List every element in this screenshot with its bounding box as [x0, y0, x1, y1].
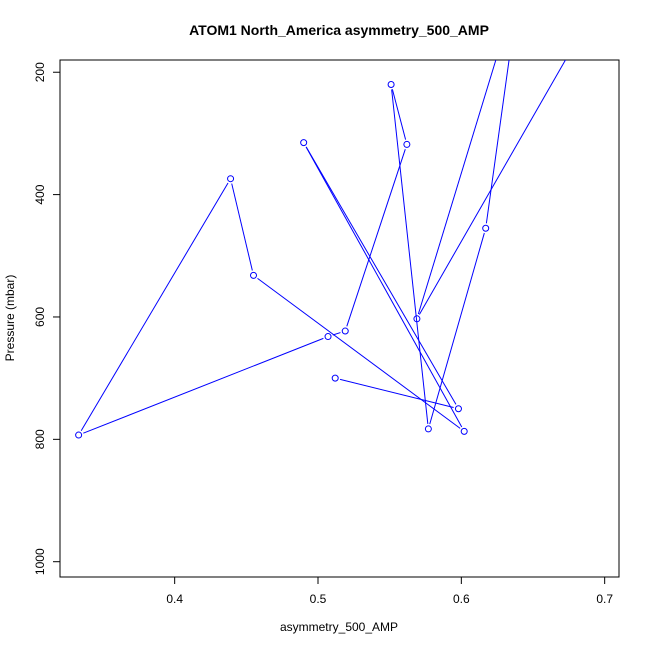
series-line-segment — [429, 232, 485, 425]
data-point — [331, 374, 339, 382]
y-tick-label: 400 — [33, 184, 47, 204]
data-point — [424, 425, 432, 433]
y-tick-label: 600 — [33, 307, 47, 327]
y-tick-label: 1000 — [33, 548, 47, 575]
x-tick-label: 0.4 — [166, 592, 183, 606]
data-point — [324, 333, 332, 341]
y-axis: 200 400 600 800 1000 — [33, 62, 60, 575]
series-line-segment — [332, 332, 341, 336]
series-line-segment — [485, 60, 510, 224]
series-line-segment — [391, 89, 429, 425]
y-tick-label: 800 — [33, 429, 47, 449]
data-point — [403, 140, 411, 148]
series-line-segment — [83, 337, 324, 434]
data-point — [341, 327, 349, 335]
series-line-segment — [305, 146, 463, 428]
data-point — [482, 224, 490, 232]
series-line-segment — [80, 182, 229, 432]
x-axis: 0.4 0.5 0.6 0.7 — [166, 577, 613, 606]
y-tick-label: 200 — [33, 62, 47, 82]
series-line-segment — [231, 183, 253, 271]
data-point — [460, 427, 468, 435]
data-point — [413, 315, 421, 323]
data-point — [300, 139, 308, 147]
data-point — [573, 39, 579, 45]
data-point — [75, 431, 83, 439]
series-line-segment — [305, 146, 457, 405]
series-layer — [75, 39, 579, 439]
data-point — [454, 405, 462, 413]
series-line-segment — [257, 277, 461, 429]
series-line-segment — [391, 89, 407, 140]
series-line-segment — [339, 378, 454, 409]
x-tick-label: 0.7 — [596, 592, 613, 606]
y-axis-label: Pressure (mbar) — [3, 275, 17, 362]
x-tick-label: 0.6 — [453, 592, 470, 606]
series-line-segment — [417, 60, 497, 315]
data-point — [387, 80, 395, 88]
data-point — [250, 271, 257, 279]
series-line-segment — [418, 60, 567, 315]
data-point — [227, 175, 235, 183]
x-tick-label: 0.5 — [310, 592, 327, 606]
series-line-segment — [346, 149, 406, 327]
plot-frame — [59, 59, 620, 578]
chart-title: ATOM1 North_America asymmetry_500_AMP — [189, 22, 489, 38]
x-axis-label: asymmetry_500_AMP — [280, 620, 398, 634]
